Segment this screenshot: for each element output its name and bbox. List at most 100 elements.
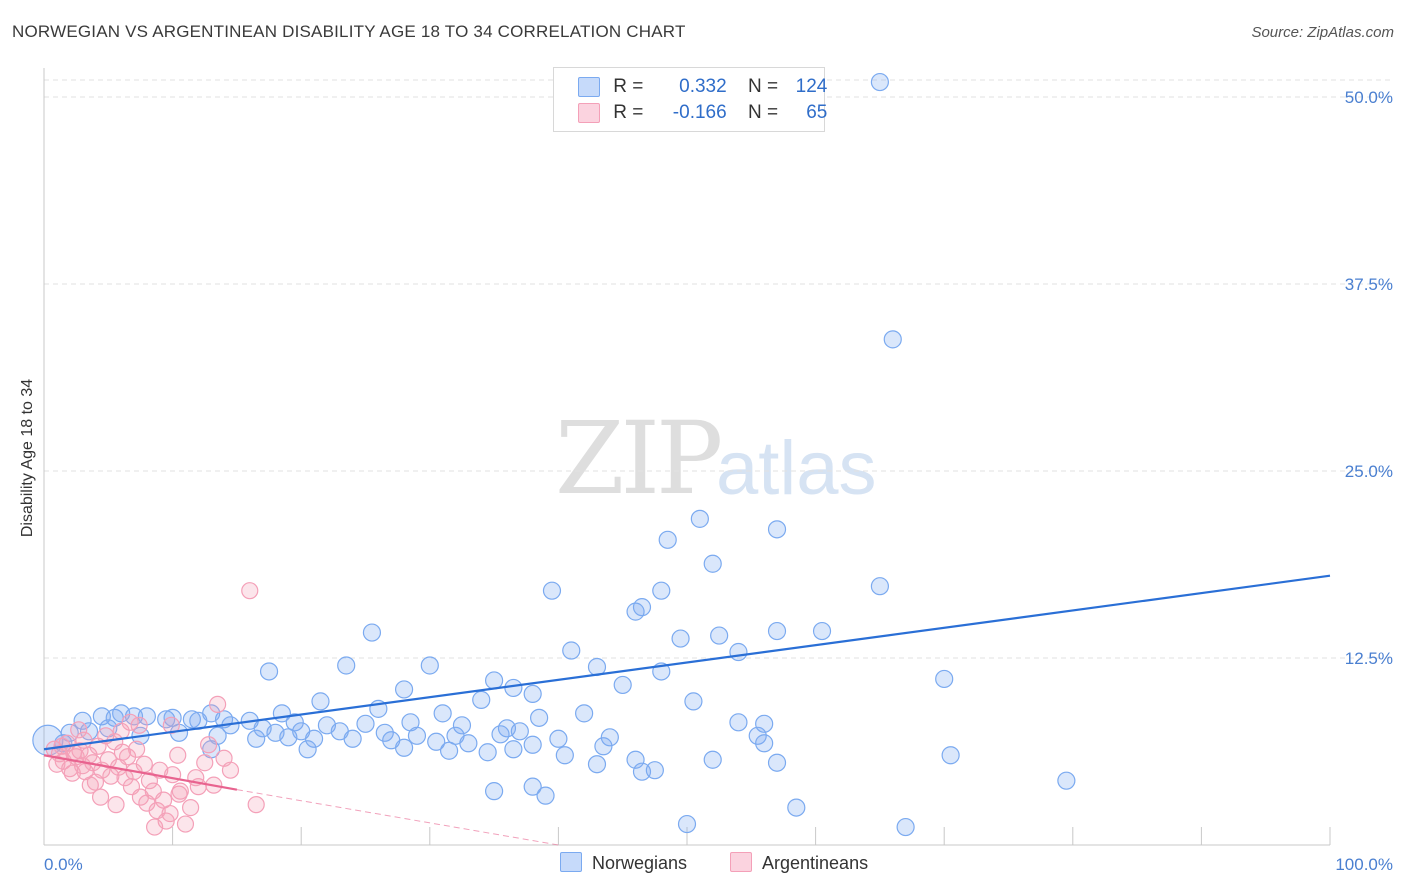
norwegian-point [504,678,523,698]
watermark-atlas: atlas [716,426,877,511]
argentinean-point [209,695,227,713]
argentineans-legend-swatch [730,852,752,872]
correlation-legend: R = 0.332 N = 124 R = -0.166 N = 65 [553,67,827,132]
norwegian-point [478,743,497,762]
norwegian-point [767,753,787,772]
argentinean-points [45,582,265,836]
argentinean-point [221,761,240,779]
legend-row-argentineans: R = -0.166 N = 65 [578,102,827,126]
n-label: N = [747,76,779,97]
norwegian-point [935,669,954,689]
norwegian-point [870,577,890,596]
norwegian-point [748,726,767,745]
legend-item-norwegians[interactable]: Norwegians [560,852,687,874]
argentinean-point [171,782,189,800]
argentinean-trend-extension [236,789,559,846]
norwegian-point [439,741,459,760]
norwegian-point [279,728,298,747]
n-value: 65 [806,102,828,123]
y-tick-label: 37.5% [1345,275,1393,294]
norwegian-point [767,520,787,539]
legend-row-norwegians: R = 0.332 N = 124 [578,76,827,100]
norwegian-point [394,680,414,699]
norwegian-point [549,729,568,748]
norwegian-point [247,729,266,748]
argentinean-point [91,788,110,806]
norwegian-point [896,817,915,837]
y-tick-label: 50.0% [1345,88,1393,107]
norwegians-legend-label: Norwegians [592,853,688,873]
x-tick-label: 0.0% [44,855,83,874]
norwegian-point [613,675,632,695]
argentinean-point [182,798,200,817]
norwegian-point [285,713,304,732]
argentinean-point [71,742,89,760]
norwegian-point [420,656,439,675]
norwegian-point [645,761,664,780]
norwegian-point [729,642,748,662]
r-value: 0.332 [679,76,727,97]
norwegian-trend-line [43,574,1331,751]
norwegian-point [259,662,279,681]
norwegians-legend-swatch [560,852,582,872]
trend-lines [43,574,1331,846]
norwegian-point [600,728,619,747]
argentinean-point [130,716,148,734]
norwegian-point [755,734,774,753]
y-tick-label: 25.0% [1345,462,1393,481]
norwegian-point [407,726,427,745]
norwegian-point [690,509,709,528]
norwegian-point [311,692,330,711]
grid-lines [44,79,1392,659]
n-label: N = [747,102,779,123]
norwegian-point [671,629,690,648]
norwegian-point [337,656,356,675]
norwegian-point [452,716,472,735]
norwegian-point [812,621,832,641]
argentinean-point [145,818,164,836]
norwegian-point [394,738,414,757]
norwegian-point [523,777,542,796]
argentinean-point [162,716,180,734]
norwegian-point [1057,771,1076,790]
norwegian-point [182,710,201,729]
norwegian-point [883,330,902,349]
argentinean-point [107,796,125,814]
norwegian-point [587,755,607,774]
norwegian-point [536,786,555,805]
argentinean-point [169,746,187,764]
norwegian-point [491,725,510,744]
norwegian-point [375,723,394,742]
norwegian-point [677,814,697,834]
norwegian-point [632,598,652,617]
argentineans-legend-label: Argentineans [762,853,869,873]
norwegian-point [703,750,722,769]
argentinean-point [241,582,259,600]
argentinean-point [135,755,153,773]
tick-labels: 12.5% 25.0% 37.5% 50.0% 0.0% 100.0% [44,88,1393,874]
series-legend: Norwegians Argentineans [0,852,1406,878]
norwegian-point [767,621,787,641]
argentinean-point [48,755,66,773]
norwegian-point [304,729,324,748]
norwegian-point [343,729,362,748]
source-label: Source: ZipAtlas.com [1251,24,1394,41]
norwegian-point [73,711,92,730]
y-tick-label: 12.5% [1345,649,1393,668]
argentineans-swatch [578,102,600,123]
norwegian-point [530,708,549,727]
argentinean-point [196,754,214,772]
norwegian-point [472,690,491,709]
norwegian-point [504,740,523,759]
argentinean-point [176,815,195,833]
legend-item-argentineans[interactable]: Argentineans [730,852,868,874]
chart-title: NORWEGIAN VS ARGENTINEAN DISABILITY AGE … [12,22,686,41]
norwegian-point [870,72,890,92]
norwegian-point [523,684,542,704]
r-label: R = [613,76,644,97]
norwegian-point [485,671,504,690]
argentinean-point [140,772,159,790]
norwegian-point [459,734,478,753]
argentinean-point [200,736,218,754]
norwegians-swatch [578,76,600,97]
